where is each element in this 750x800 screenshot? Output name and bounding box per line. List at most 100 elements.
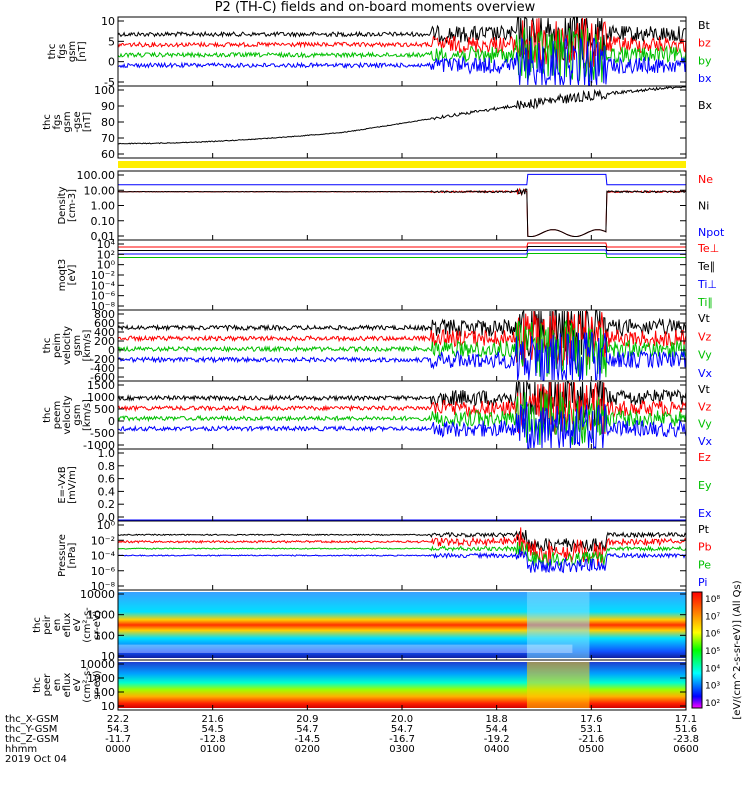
colorbar-label: [eV/(cm^2-s-sr-eV)] (All Qs) [732,580,743,719]
legend-efield-Ex: Ex [698,507,712,520]
x-tick-label: 18.8 [486,714,508,725]
y-axis-label: sr-eV) [92,670,103,699]
y-axis-label: eflux [62,613,73,638]
legend-pressure-Pi: Pi [698,576,707,589]
y-tick-label: 1.0 [98,447,116,460]
spectrogram-gap-peer [526,662,590,708]
y-axis-label: thc [42,407,53,423]
spectrogram-colorbar: 10⁸ 10⁷ 10⁶ 10⁵ 10⁴ 10³ 10² [eV/(cm^2-s-sr-eV)]… [691,580,743,720]
x-row-label: hhmm [5,744,37,755]
panel-peir: 10000 1000 100 10 thc peir en eflux eV (cm²-s-sr-… [32,588,687,663]
y-axis-label: peer [42,673,53,697]
legend-density-Ne: Ne [698,173,713,186]
y-tick-label: 0.6 [98,473,116,486]
series-peim-Vy [117,319,687,378]
y-tick-label: 10 [101,700,115,713]
y-axis-label: sr-eV) [92,610,103,639]
panel-frame-efield [117,448,687,522]
y-tick-label: 1000 [87,672,115,685]
x-tick-label: -19.2 [484,734,510,745]
y-axis-label: (cm²-s- [82,607,93,643]
x-tick-label: -23.8 [673,734,699,745]
y-axis-label: (cm²-s- [82,667,93,703]
colorbar-tick-label: 10⁴ [705,664,720,674]
legend-fgs_bx-Bx: Bx [698,99,713,112]
y-axis-label: gsm [67,41,78,62]
legend-fgs-Bt: Bt [698,19,711,32]
x-tick-label: 0500 [579,744,604,755]
plot-title: P2 (TH-C) fields and on-board moments ov… [214,0,536,15]
y-tick-label: 10.00 [84,184,116,197]
series-fgs-by [117,27,687,83]
y-axis-label: thc [42,114,53,130]
x-tick-label: -14.5 [294,734,320,745]
x-tick-label: 21.6 [202,714,224,725]
series-temp-Te⊥ [118,242,686,248]
y-tick-label: 0.2 [98,498,116,511]
y-axis-label: [km/s] [82,399,93,431]
y-tick-label: 10⁻⁸ [91,300,116,313]
y-axis-label: [eV] [67,265,78,286]
y-tick-label: 0.0 [98,511,116,524]
y-axis-label: gsm [72,404,83,425]
y-tick-label: 10000 [80,588,115,601]
y-axis-label: Density [57,186,68,224]
x-row-label: thc_Y-GSM [5,724,57,735]
series-peem-Vz [117,381,687,435]
x-tick-label: 0200 [295,744,320,755]
series-peim-Vz [117,310,687,367]
x-axis-labels: thc_X-GSM 22.2 21.6 20.9 20.0 18.8 17.6 17.1 thc… [5,81,699,765]
y-axis-label: velocity [62,395,73,434]
y-axis-label: peim [52,333,63,358]
panel-fgs_bx: 100 90 80 70 60 thc fgs gsm -gse [nT] Bx [42,84,713,161]
y-tick-label: 80 [101,116,115,129]
y-tick-label: 400 [94,326,115,339]
x-row-label: thc_X-GSM [5,714,59,725]
y-axis-label: [nT] [77,41,88,61]
y-axis-label: peir [42,614,53,634]
y-axis-label: eV [72,618,83,631]
colorbar-gradient [691,591,703,709]
y-axis-label: en [52,619,63,632]
panel-frame-fgs_bx [117,85,687,159]
x-tick-label: 54.7 [296,724,318,735]
y-axis-label: [nT] [82,112,93,132]
series-fgs-bx [117,36,687,86]
legend-pressure-Pt: Pt [698,523,710,536]
spectrogram-noise [118,644,573,653]
legend-peim-Vx: Vx [698,367,713,380]
legend-peim-Vt: Vt [698,312,711,325]
x-tick-label: 0400 [484,744,509,755]
legend-temp-Te∥: Te∥ [697,260,715,273]
y-tick-label: 100.00 [77,169,116,182]
legend-peim-Vy: Vy [698,349,712,362]
y-tick-label: 60 [101,148,115,161]
x-tick-label: -12.8 [200,734,226,745]
spectrogram-peer [118,662,686,708]
y-tick-label: 0.10 [91,215,116,228]
legend-peem-Vz: Vz [698,400,712,413]
y-tick-label: 1500 [87,379,115,392]
x-tick-label: 0100 [200,744,225,755]
y-tick-label: 1.00 [91,200,116,213]
y-tick-label: 10⁻⁶ [91,290,116,303]
y-tick-label: 0.4 [98,485,116,498]
y-axis-label: E=-VxB [57,466,68,503]
colorbar-tick-label: 10⁷ [705,612,720,622]
x-tick-label: 20.9 [296,714,318,725]
y-tick-label: -500 [90,427,115,440]
y-axis-label: [mV/m] [67,466,78,504]
y-tick-label: 800 [94,308,115,321]
series-peem-Vy [117,391,687,445]
legend-pressure-Pb: Pb [698,541,712,554]
y-tick-label: 200 [94,335,115,348]
legend-density-Ni: Ni [698,200,709,213]
colorbar-tick-label: 10² [705,699,720,709]
y-tick-label: 100 [94,84,115,97]
x-tick-label: 51.6 [675,724,697,735]
colorbar-tick-label: 10⁸ [705,595,720,605]
x-tick-label: 20.0 [391,714,413,725]
